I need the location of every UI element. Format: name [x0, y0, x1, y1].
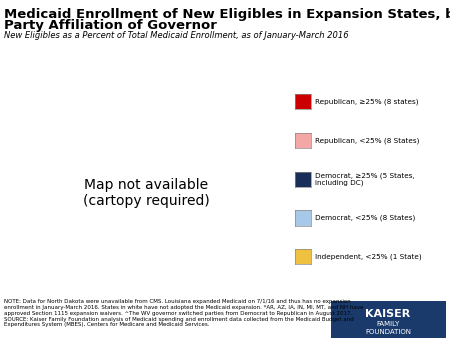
- Text: Party Affiliation of Governor: Party Affiliation of Governor: [4, 19, 217, 31]
- Text: Democrat, ≥25% (5 States,
including DC): Democrat, ≥25% (5 States, including DC): [315, 172, 415, 186]
- Text: FAMILY
FOUNDATION: FAMILY FOUNDATION: [365, 321, 411, 335]
- Text: New Eligibles as a Percent of Total Medicaid Enrollment, as of January-March 201: New Eligibles as a Percent of Total Medi…: [4, 31, 349, 40]
- Text: NOTE: Data for North Dakota were unavailable from CMS. Louisiana expanded Medica: NOTE: Data for North Dakota were unavail…: [4, 299, 364, 327]
- Text: Independent, <25% (1 State): Independent, <25% (1 State): [315, 254, 422, 260]
- Text: Republican, <25% (8 States): Republican, <25% (8 States): [315, 137, 419, 144]
- Text: KAISER: KAISER: [365, 309, 411, 319]
- Text: Medicaid Enrollment of New Eligibles in Expansion States, by: Medicaid Enrollment of New Eligibles in …: [4, 8, 450, 21]
- Text: Democrat, <25% (8 States): Democrat, <25% (8 States): [315, 215, 415, 221]
- Text: Map not available
(cartopy required): Map not available (cartopy required): [83, 177, 210, 208]
- Text: Republican, ≥25% (8 states): Republican, ≥25% (8 states): [315, 98, 419, 105]
